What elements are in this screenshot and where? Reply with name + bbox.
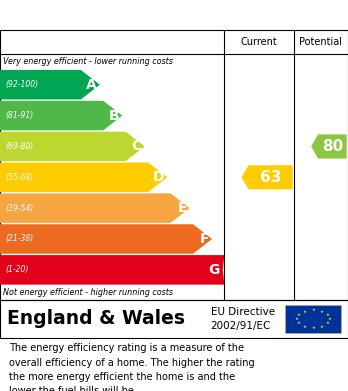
Text: D: D — [153, 170, 164, 184]
Text: ★: ★ — [326, 313, 330, 317]
Text: A: A — [86, 78, 97, 92]
Text: (39-54): (39-54) — [5, 204, 33, 213]
Text: (1-20): (1-20) — [5, 265, 29, 274]
Text: C: C — [132, 140, 142, 153]
Text: Potential: Potential — [299, 37, 342, 47]
Polygon shape — [0, 224, 212, 254]
Text: ★: ★ — [303, 325, 307, 328]
Polygon shape — [0, 70, 100, 99]
Text: ★: ★ — [297, 313, 301, 317]
Polygon shape — [0, 163, 167, 192]
Text: ★: ★ — [319, 310, 324, 314]
Text: (55-68): (55-68) — [5, 173, 33, 182]
Text: 80: 80 — [322, 139, 343, 154]
Text: (21-38): (21-38) — [5, 235, 33, 244]
Text: Current: Current — [241, 37, 278, 47]
Text: G: G — [208, 263, 220, 277]
Text: EU Directive
2002/91/EC: EU Directive 2002/91/EC — [211, 307, 275, 331]
Text: ★: ★ — [303, 310, 307, 314]
Text: ★: ★ — [294, 317, 299, 321]
Text: ★: ★ — [311, 326, 315, 330]
Text: (92-100): (92-100) — [5, 80, 38, 89]
Text: ★: ★ — [297, 321, 301, 325]
Text: (69-80): (69-80) — [5, 142, 33, 151]
Polygon shape — [311, 135, 347, 158]
Text: F: F — [200, 232, 209, 246]
Text: Energy Efficiency Rating: Energy Efficiency Rating — [60, 6, 288, 24]
Text: (81-91): (81-91) — [5, 111, 33, 120]
Text: E: E — [177, 201, 187, 215]
Text: ★: ★ — [319, 325, 324, 328]
Polygon shape — [0, 255, 224, 285]
Text: The energy efficiency rating is a measure of the
overall efficiency of a home. T: The energy efficiency rating is a measur… — [9, 343, 254, 391]
Polygon shape — [0, 194, 190, 223]
Polygon shape — [0, 101, 122, 130]
Text: ★: ★ — [311, 308, 315, 312]
Text: Very energy efficient - lower running costs: Very energy efficient - lower running co… — [3, 57, 173, 66]
Text: B: B — [109, 109, 119, 122]
Text: England & Wales: England & Wales — [7, 310, 185, 328]
Text: ★: ★ — [328, 317, 332, 321]
Bar — [285, 305, 341, 334]
Polygon shape — [242, 165, 293, 189]
Polygon shape — [0, 132, 145, 161]
Text: ★: ★ — [326, 321, 330, 325]
Text: 63: 63 — [260, 170, 281, 185]
Text: Not energy efficient - higher running costs: Not energy efficient - higher running co… — [3, 289, 174, 298]
